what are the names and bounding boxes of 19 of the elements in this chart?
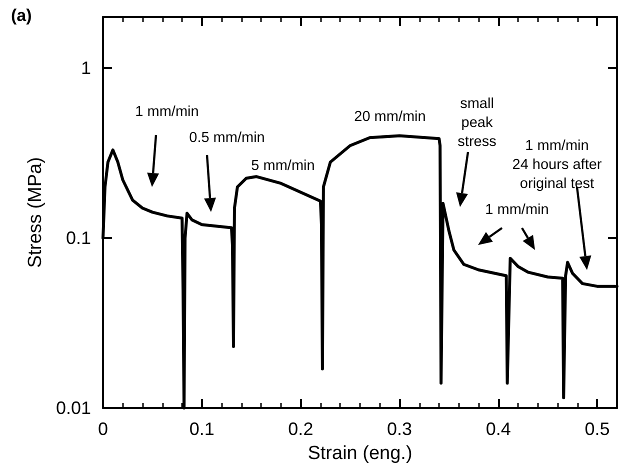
x-axis-title: Strain (eng.) xyxy=(308,443,412,464)
x-tick-label: 0.5 xyxy=(584,419,610,439)
y-tick-label: 0.01 xyxy=(56,398,91,418)
annotation: 1 mm/min 24 hours after original test xyxy=(512,138,602,192)
annotation: 1 mm/min xyxy=(135,104,199,120)
y-axis-title: Stress (MPa) xyxy=(25,157,46,268)
x-tick-label: 0.3 xyxy=(387,419,412,439)
chart-title: (a) xyxy=(11,6,32,25)
annotation: 0.5 mm/min xyxy=(189,130,265,146)
y-tick-label: 0.1 xyxy=(66,228,91,248)
annotation: 1 mm/min xyxy=(485,202,549,218)
x-tick-label: 0.4 xyxy=(486,419,511,439)
y-tick-label: 1 xyxy=(80,58,91,78)
x-tick-label: 0.2 xyxy=(288,419,314,439)
x-tick-label: 0.1 xyxy=(189,419,214,439)
annotation: small peak stress xyxy=(458,96,496,150)
annotation: 5 mm/min xyxy=(251,158,315,174)
annotation: 20 mm/min xyxy=(354,109,426,125)
x-tick-label: 0 xyxy=(98,419,108,439)
